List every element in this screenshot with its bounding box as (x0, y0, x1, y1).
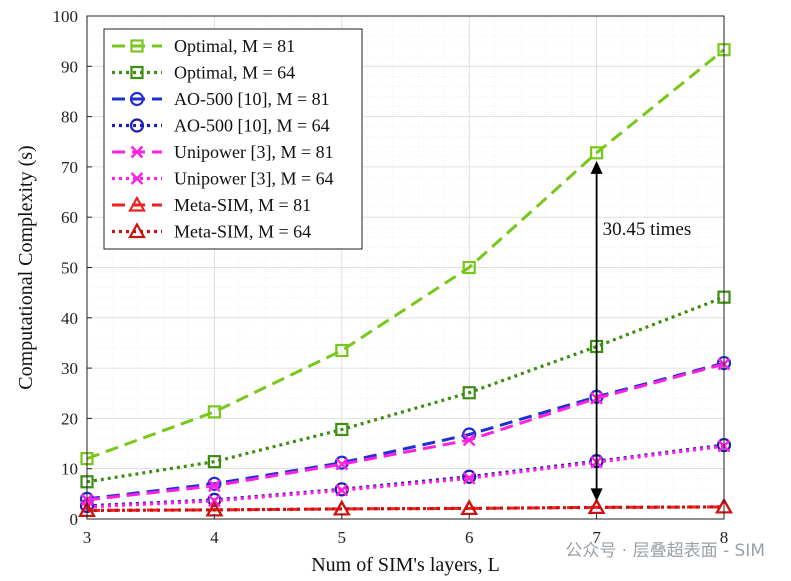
legend-label: AO-500 [10], M = 81 (174, 89, 330, 109)
data-point (207, 405, 221, 419)
data-point (130, 172, 144, 185)
arrowhead-down (590, 488, 603, 502)
watermark: 公众号 · 层叠超表面 - SIM (565, 541, 765, 561)
y-tick-label: 70 (61, 158, 78, 177)
data-point (335, 457, 349, 471)
legend-label: Unipower [3], M = 64 (174, 169, 334, 189)
y-axis-label: Computational Complexity (s) (15, 145, 37, 389)
data-point (462, 471, 476, 485)
legend-item: Optimal, M = 64 (112, 63, 295, 83)
series-1 (80, 43, 731, 466)
x-axis-label: Num of SIM's layers, L (311, 554, 500, 576)
x-tick-label: 7 (592, 528, 601, 547)
x-tick-label: 8 (720, 528, 729, 547)
legend-box (103, 28, 363, 250)
legend-item: Unipower [3], M = 81 (112, 142, 334, 162)
data-point (129, 91, 145, 107)
legend-label: Optimal, M = 81 (174, 36, 295, 56)
series-line (86, 48, 725, 461)
data-point (335, 343, 349, 358)
annotation-arrow: 30.45 times (590, 160, 692, 502)
legend-label: AO-500 [10], M = 64 (174, 116, 330, 136)
y-tick-label: 40 (61, 309, 78, 328)
data-point (128, 195, 146, 212)
legend-item: Unipower [3], M = 64 (112, 169, 334, 189)
legend-item: AO-500 [10], M = 81 (112, 89, 330, 109)
data-point (460, 499, 479, 516)
series-line (86, 505, 725, 512)
data-point (130, 39, 144, 53)
legend-label: Meta-SIM, M = 64 (174, 222, 311, 242)
y-tick-label: 30 (61, 359, 78, 378)
data-point (130, 145, 144, 159)
legend-item: Optimal, M = 81 (112, 36, 295, 56)
series-5 (80, 357, 731, 507)
x-tick-label: 4 (210, 528, 219, 547)
y-tick-label: 100 (53, 7, 79, 26)
data-point (587, 498, 606, 515)
y-tick-label: 50 (61, 259, 78, 278)
x-tick-label: 5 (338, 528, 347, 547)
data-point (462, 260, 476, 275)
y-tick-label: 90 (61, 57, 78, 76)
series-line (86, 443, 725, 508)
data-point (462, 469, 477, 484)
series-layer (78, 43, 733, 518)
legend-label: Optimal, M = 64 (174, 63, 295, 83)
x-tick-label: 6 (465, 528, 474, 547)
data-point (130, 65, 144, 80)
data-point (462, 386, 476, 400)
data-point (335, 483, 349, 497)
data-point (462, 433, 476, 447)
series-line (86, 444, 725, 509)
y-tick-label: 10 (61, 460, 78, 479)
legend-item: Meta-SIM, M = 81 (112, 195, 311, 215)
data-point (207, 455, 221, 469)
data-point (335, 422, 349, 437)
data-point (208, 479, 221, 493)
data-point (129, 118, 145, 133)
data-point (207, 476, 222, 491)
data-point (589, 146, 604, 160)
y-tick-label: 0 (70, 510, 79, 529)
series-line (86, 362, 725, 502)
legend-item: Meta-SIM, M = 64 (112, 222, 311, 242)
series-3 (79, 355, 732, 506)
legend-item: AO-500 [10], M = 64 (112, 116, 330, 136)
y-tick-label: 60 (61, 208, 78, 227)
arrowhead-up (590, 160, 603, 174)
y-tick-label: 20 (61, 409, 78, 428)
x-tick-label: 3 (83, 528, 92, 547)
legend-label: Meta-SIM, M = 81 (174, 195, 311, 215)
annotation-label: 30.45 times (603, 219, 692, 240)
legend-label: Unipower [3], M = 81 (174, 142, 334, 162)
legend: Optimal, M = 81 Optimal, M = 64 AO-500 [10… (103, 28, 363, 250)
data-point (128, 222, 146, 239)
y-tick-label: 80 (61, 108, 78, 127)
series-8 (78, 497, 733, 518)
series-line (86, 295, 725, 484)
